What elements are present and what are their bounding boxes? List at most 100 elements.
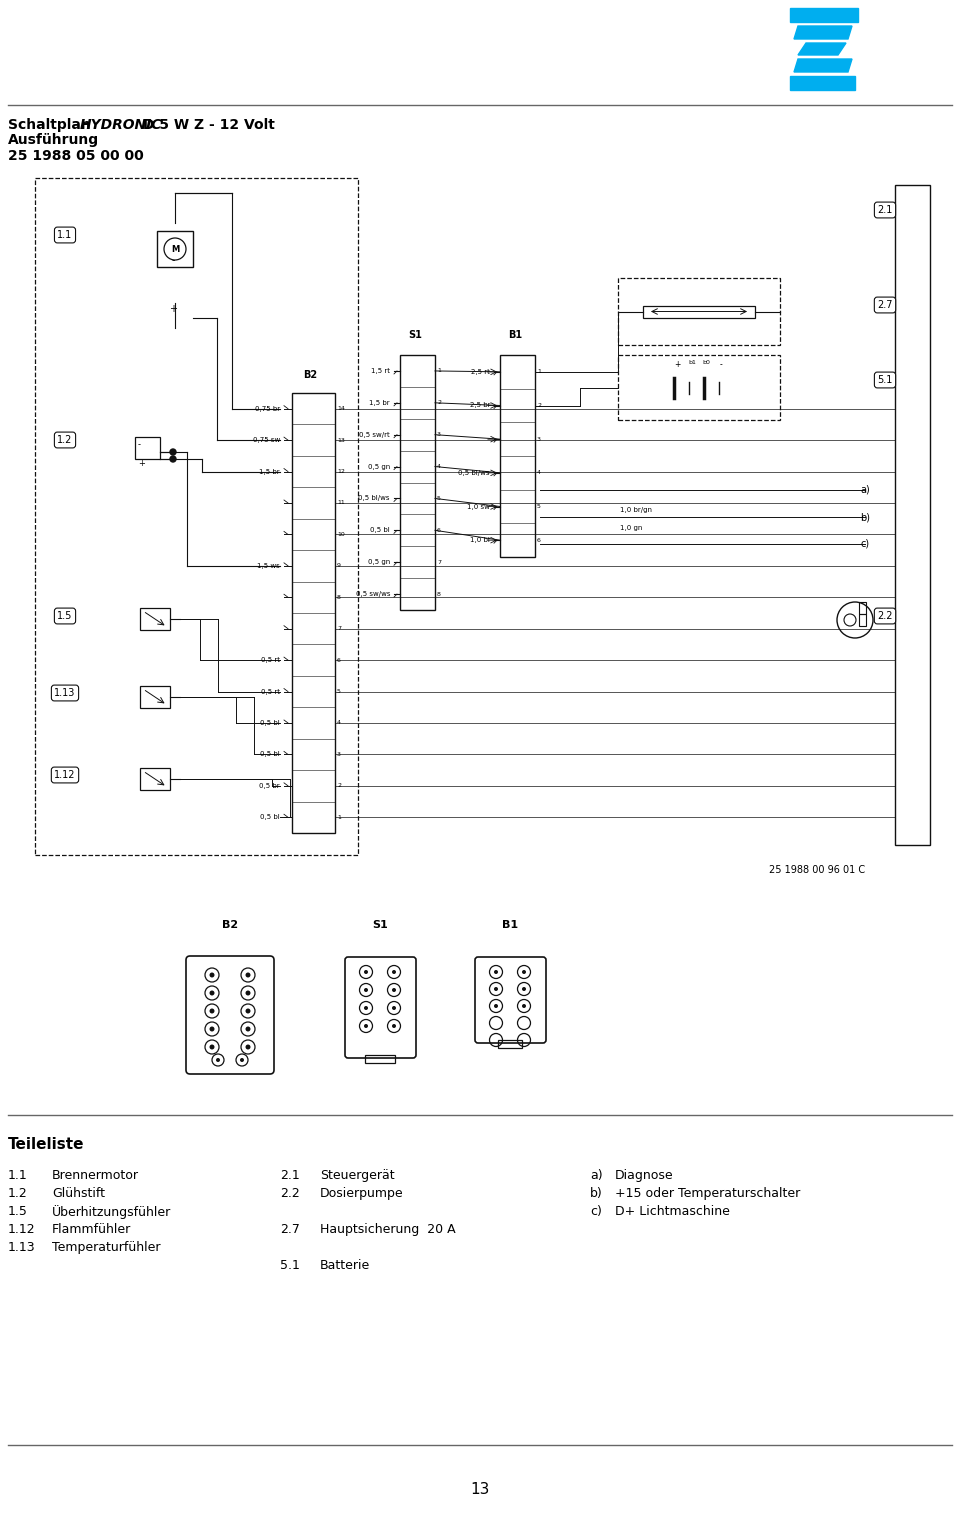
Text: 0,5 gn: 0,5 gn [368,464,390,470]
Circle shape [392,1006,396,1010]
Text: b): b) [590,1186,603,1200]
Bar [135,438,160,459]
Text: B1: B1 [502,920,518,930]
Text: Dosierpumpe: Dosierpumpe [320,1186,403,1200]
Text: 2: 2 [437,400,441,406]
Text: 13: 13 [470,1482,490,1498]
Circle shape [170,456,176,462]
Text: B2: B2 [303,371,317,380]
Text: Temperaturfühler: Temperaturfühler [52,1241,160,1254]
Text: Teileliste: Teileliste [8,1138,84,1151]
Circle shape [494,970,498,974]
Text: 0,75 br: 0,75 br [254,406,280,412]
Text: 7: 7 [337,627,341,631]
Text: 25 1988 05 00 00: 25 1988 05 00 00 [8,149,144,163]
Text: 2,5 rt: 2,5 rt [471,369,490,375]
Text: 1.5: 1.5 [58,612,73,621]
Text: 1.2: 1.2 [58,435,73,445]
Bar [618,278,780,345]
Polygon shape [798,43,846,55]
Circle shape [209,1045,214,1049]
Circle shape [522,970,526,974]
Text: 3: 3 [437,432,441,438]
Circle shape [246,973,251,978]
Text: 2.1: 2.1 [877,204,893,215]
Text: 1,5 br: 1,5 br [259,468,280,474]
Text: 4: 4 [337,720,341,726]
Text: Steuergerät: Steuergerät [320,1170,395,1182]
Text: 1.1: 1.1 [58,230,73,239]
Text: 2.2: 2.2 [877,612,893,621]
Text: HYDRONIC: HYDRONIC [80,117,162,133]
Bar [500,355,535,557]
Text: a): a) [590,1170,603,1182]
Text: 1.13: 1.13 [55,688,76,698]
Bar [365,1055,395,1063]
Text: 11: 11 [337,500,345,505]
Bar [643,305,755,317]
Text: 0,5 gn: 0,5 gn [368,560,390,566]
Text: 3: 3 [537,436,541,442]
Polygon shape [794,59,852,72]
Text: +: + [169,303,177,314]
Circle shape [364,988,368,991]
Text: 1.13: 1.13 [8,1241,36,1254]
Text: 25 1988 00 96 01 C: 25 1988 00 96 01 C [769,865,865,875]
Bar [35,178,358,856]
Text: 1.2: 1.2 [8,1186,28,1200]
Circle shape [522,987,526,991]
Text: 1.12: 1.12 [8,1223,36,1235]
Text: 0,5 bl: 0,5 bl [260,814,280,820]
Text: +15 oder Temperaturschalter: +15 oder Temperaturschalter [615,1186,801,1200]
Circle shape [494,987,498,991]
Text: 2: 2 [337,784,341,788]
Circle shape [209,973,214,978]
Text: 0,5 rt: 0,5 rt [261,657,280,663]
Circle shape [246,991,251,996]
Text: 0,5 bl: 0,5 bl [260,752,280,758]
Circle shape [392,970,396,974]
Text: 0,5 rt: 0,5 rt [261,689,280,694]
Text: Ausführung: Ausführung [8,133,99,146]
Text: 0,5 sw/ws: 0,5 sw/ws [355,592,390,598]
Text: 2: 2 [537,403,541,409]
Text: S1: S1 [372,920,388,930]
Bar [292,393,335,833]
Circle shape [494,1003,498,1008]
Circle shape [246,1045,251,1049]
Text: D 5 W Z - 12 Volt: D 5 W Z - 12 Volt [138,117,275,133]
Bar [140,686,170,708]
Text: 1,0 gn: 1,0 gn [620,525,642,531]
Bar [859,615,866,625]
Text: B1: B1 [508,329,522,340]
Circle shape [522,1003,526,1008]
Text: 12: 12 [337,470,345,474]
Circle shape [209,991,214,996]
Text: 5: 5 [437,496,441,500]
Text: 6: 6 [437,528,441,532]
Text: 8: 8 [337,595,341,599]
Text: +: + [138,459,145,468]
Circle shape [364,1023,368,1028]
Text: 2.7: 2.7 [280,1223,300,1235]
Text: 2.7: 2.7 [877,300,893,310]
Text: Überhitzungsfühler: Überhitzungsfühler [52,1205,171,1218]
Text: Diagnose: Diagnose [615,1170,674,1182]
Bar [859,602,866,615]
Text: M: M [171,244,180,253]
Circle shape [209,1008,214,1014]
Text: 1,0 br/gn: 1,0 br/gn [620,506,652,512]
Text: -: - [138,441,141,450]
Text: Batterie: Batterie [320,1260,371,1272]
Text: 8: 8 [437,592,441,596]
Text: B2: B2 [222,920,238,930]
Text: 1,5 br: 1,5 br [370,400,390,406]
Text: 0,5 bl: 0,5 bl [371,528,390,534]
Text: S1: S1 [408,329,422,340]
Bar [400,355,435,610]
Text: 9: 9 [337,563,341,569]
Text: Glühstift: Glühstift [52,1186,105,1200]
Text: -: - [720,360,722,369]
Text: 4: 4 [537,470,541,476]
Bar [140,769,170,790]
